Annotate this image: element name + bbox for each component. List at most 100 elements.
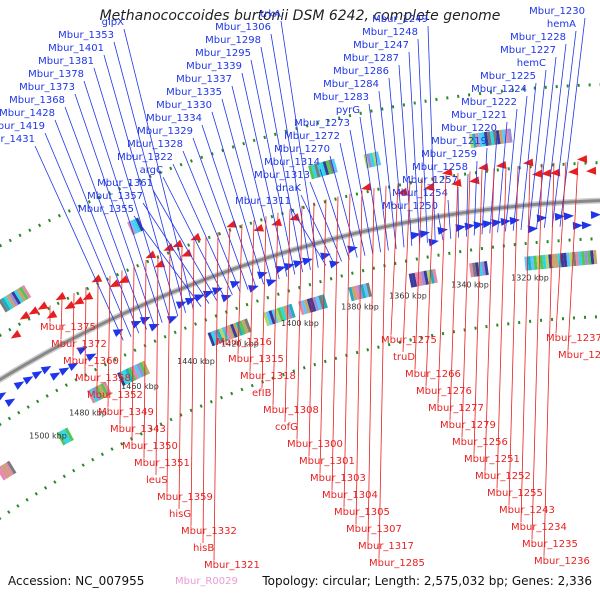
label-leader-line	[113, 41, 186, 314]
forward-gene-arrow	[527, 225, 538, 234]
label-leader-line	[466, 173, 469, 237]
feature-stripe	[472, 133, 477, 148]
label-leader-line	[473, 169, 483, 455]
feature-stripe	[362, 283, 370, 298]
feature-stripe	[366, 153, 373, 168]
feature-stripe	[527, 256, 532, 271]
label-leader-line	[567, 161, 579, 351]
gene-label-bottom: Mbur_1243	[499, 505, 555, 516]
feature-stripe	[554, 253, 559, 268]
reverse-feature-block	[363, 151, 382, 169]
feature-stripe	[265, 311, 273, 326]
gene-label-bottom: Mbur_1316	[216, 337, 272, 348]
feature-stripe	[474, 262, 480, 277]
feature-stripe	[244, 318, 252, 333]
feature-stripe	[303, 299, 311, 314]
label-leader-line	[54, 119, 140, 334]
label-leader-line	[319, 199, 327, 474]
feature-stripe	[414, 272, 421, 287]
feature-stripe	[551, 253, 556, 269]
feature-stripe	[469, 263, 474, 278]
gene-label-top: Mbur_1230	[529, 6, 585, 17]
gene-label-bottom: Mbur_1234	[511, 522, 567, 533]
feature-stripe	[587, 250, 592, 265]
feature-stripe	[578, 251, 583, 266]
label-leader-line	[213, 232, 219, 561]
forward-gene-arrow	[500, 217, 511, 226]
feature-stripe	[18, 286, 29, 301]
gene-label-bottom: Mbur_1256	[452, 437, 508, 448]
feature-stripe	[408, 273, 415, 288]
gene-label-top: Mbur_1287	[343, 53, 399, 64]
feature-stripe	[11, 291, 22, 305]
gene-label-top: Mbur_1257	[402, 175, 458, 186]
forward-feature-block	[524, 249, 598, 271]
feature-stripe	[545, 254, 550, 269]
label-leader-line	[355, 190, 363, 525]
gene-label-top: Mbur_1247	[353, 40, 409, 51]
gene-label-top: Mbur_1322	[117, 152, 173, 163]
gene-label-bottom: Mbur_1300	[287, 439, 343, 450]
label-leader-line	[250, 59, 296, 275]
forward-gene-arrow	[419, 230, 430, 239]
gene-label-bottom: efIB	[252, 388, 272, 399]
forward-gene-arrow	[184, 298, 196, 306]
gene-label-top: dnaK	[276, 183, 302, 194]
reverse-feature-block	[308, 158, 338, 180]
kbp-tick-label: 1340 kbp	[451, 281, 489, 290]
gene-label-bottom: Mbur_1255	[487, 488, 543, 499]
gene-label-top: Mbur_1355	[78, 204, 134, 215]
label-leader-line	[520, 82, 537, 230]
gene-label-bottom: Mbur_1332	[181, 526, 237, 537]
label-leader-line	[457, 186, 459, 238]
feature-stripe	[6, 460, 17, 475]
feature-stripe	[375, 151, 382, 166]
label-leader-line	[83, 80, 163, 323]
gene-label-bottom: Mbur_1317	[358, 541, 414, 552]
reverse-gene-arrow	[73, 296, 85, 305]
gene-label-bottom: hisG	[169, 509, 191, 520]
kbp-tick-label: 1360 kbp	[389, 292, 427, 301]
feature-stripe	[369, 152, 376, 167]
feature-stripe	[136, 363, 145, 378]
label-leader-line	[142, 202, 210, 304]
gene-label-top: hemC	[517, 58, 546, 69]
feature-stripe	[351, 286, 358, 301]
kbp-tick-label: 1420 kbp	[221, 340, 259, 349]
feature-stripe	[354, 285, 361, 300]
forward-gene-arrow	[40, 365, 52, 375]
label-leader-line	[349, 129, 374, 255]
gene-label-top: Mbur_1368	[9, 95, 65, 106]
forward-gene-arrow	[302, 257, 313, 266]
kbp-tick-label: 1440 kbp	[177, 357, 215, 366]
gene-label-top: Mbur_1221	[451, 110, 507, 121]
forward-feature-block	[56, 427, 74, 446]
gene-label-bottom: Mbur_1321	[204, 560, 260, 571]
forward-feature-block	[0, 460, 17, 481]
reverse-gene-arrow	[28, 306, 40, 315]
forward-gene-arrow	[22, 376, 34, 385]
feature-stripe	[92, 387, 102, 401]
feature-stripe	[64, 427, 74, 442]
feature-stripe	[308, 165, 315, 180]
gene-label-top: Mbur_1361	[97, 178, 153, 189]
label-leader-line	[211, 111, 264, 285]
feature-stripe	[1, 463, 12, 478]
gene-label-bottom: Mbur_1358	[75, 373, 131, 384]
label-leader-line	[437, 212, 444, 241]
label-leader-line	[270, 33, 311, 270]
label-leader-line	[133, 215, 202, 307]
label-leader-line	[107, 275, 111, 408]
gene-label-top: Mbur_1357	[87, 191, 143, 202]
feature-stripe	[313, 163, 321, 178]
label-leader-line	[74, 93, 155, 327]
feature-stripe	[16, 288, 27, 302]
feature-stripe	[328, 159, 335, 174]
label-leader-line	[544, 43, 567, 228]
label-leader-line	[308, 202, 315, 457]
label-leader-line	[390, 183, 399, 336]
feature-stripe	[0, 466, 7, 481]
reverse-gene-arrow	[424, 182, 435, 191]
label-leader-line	[427, 25, 436, 242]
